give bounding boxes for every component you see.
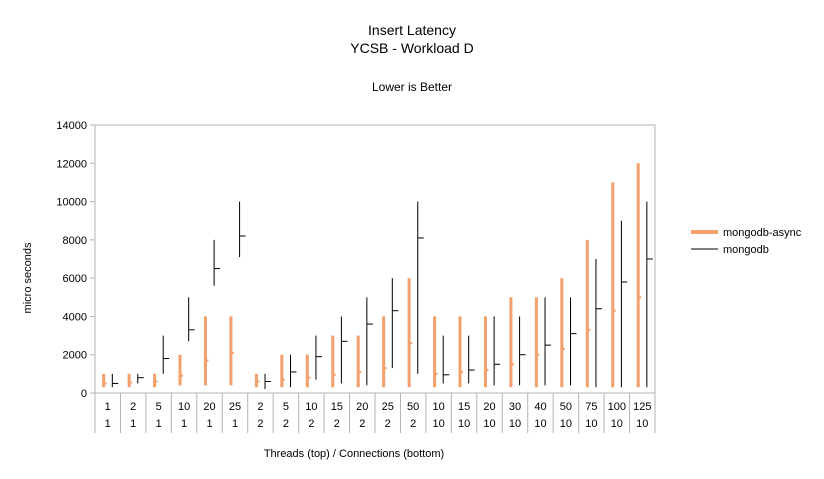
- x-tick-label-threads: 30: [509, 401, 521, 413]
- y-tick-label: 4000: [63, 311, 87, 323]
- y-tick-label: 14000: [56, 120, 87, 132]
- x-tick-label-threads: 10: [178, 401, 190, 413]
- x-tick-label-connections: 2: [257, 418, 263, 430]
- y-tick-label: 6000: [63, 273, 87, 285]
- y-axis-label: micro seconds: [22, 242, 34, 313]
- x-tick-label-connections: 10: [534, 418, 546, 430]
- x-tick-label-threads: 5: [283, 401, 289, 413]
- x-tick-label-threads: 15: [331, 401, 343, 413]
- chart-note: Lower is Better: [372, 80, 452, 94]
- x-tick-label-connections: 10: [611, 418, 623, 430]
- x-tick-label-connections: 10: [458, 418, 470, 430]
- x-axis: 1121511012012512252102152202252502101015…: [94, 393, 656, 433]
- x-tick-label-connections: 2: [334, 418, 340, 430]
- x-tick-label-connections: 10: [483, 418, 495, 430]
- x-tick-label-threads: 15: [458, 401, 470, 413]
- x-tick-label-connections: 2: [308, 418, 314, 430]
- x-tick-label-threads: 25: [382, 401, 394, 413]
- x-tick-label-connections: 10: [636, 418, 648, 430]
- y-axis: 0 2000 4000 6000 8000 10000 12000 14000: [56, 120, 95, 400]
- x-tick-label-connections: 2: [385, 418, 391, 430]
- x-tick-label-threads: 20: [483, 401, 495, 413]
- x-tick-label-connections: 10: [509, 418, 521, 430]
- x-tick-label-threads: 50: [560, 401, 572, 413]
- x-tick-label-connections: 2: [283, 418, 289, 430]
- x-tick-label-threads: 10: [305, 401, 317, 413]
- x-tick-label-connections: 1: [206, 418, 212, 430]
- x-tick-label-threads: 5: [156, 401, 162, 413]
- x-tick-label-threads: 20: [356, 401, 368, 413]
- y-tick-label: 0: [81, 388, 87, 400]
- y-tick-label: 10000: [56, 197, 87, 209]
- x-tick-label-connections: 1: [105, 418, 111, 430]
- x-tick-label-connections: 2: [359, 418, 365, 430]
- x-tick-label-threads: 2: [130, 401, 136, 413]
- x-tick-label-threads: 40: [534, 401, 546, 413]
- x-tick-label-threads: 1: [105, 401, 111, 413]
- y-tick-label: 2000: [63, 350, 87, 362]
- x-tick-label-threads: 100: [608, 401, 626, 413]
- x-tick-label-connections: 1: [232, 418, 238, 430]
- legend-label-mongodb: mongodb: [723, 244, 769, 256]
- x-tick-label-connections: 10: [585, 418, 597, 430]
- x-tick-label-connections: 10: [560, 418, 572, 430]
- chart-subtitle: YCSB - Workload D: [350, 40, 473, 56]
- x-tick-label-threads: 50: [407, 401, 419, 413]
- x-tick-label-threads: 125: [633, 401, 651, 413]
- x-tick-label-threads: 75: [585, 401, 597, 413]
- legend: mongodb-async mongodb: [691, 227, 802, 256]
- x-tick-label-threads: 10: [433, 401, 445, 413]
- x-tick-label-connections: 10: [433, 418, 445, 430]
- x-tick-label-connections: 1: [181, 418, 187, 430]
- x-axis-label: Threads (top) / Connections (bottom): [264, 448, 444, 460]
- x-tick-label-threads: 20: [203, 401, 215, 413]
- x-tick-label-connections: 1: [130, 418, 136, 430]
- chart-title: Insert Latency: [368, 22, 456, 38]
- legend-label-async: mongodb-async: [723, 227, 802, 239]
- plot-area: [94, 124, 656, 394]
- y-tick-label: 12000: [56, 158, 87, 170]
- x-tick-label-threads: 2: [257, 401, 263, 413]
- y-tick-label: 8000: [63, 235, 87, 247]
- x-tick-label-threads: 25: [229, 401, 241, 413]
- x-tick-label-connections: 2: [410, 418, 416, 430]
- x-tick-label-connections: 1: [156, 418, 162, 430]
- chart-marks: [102, 163, 653, 390]
